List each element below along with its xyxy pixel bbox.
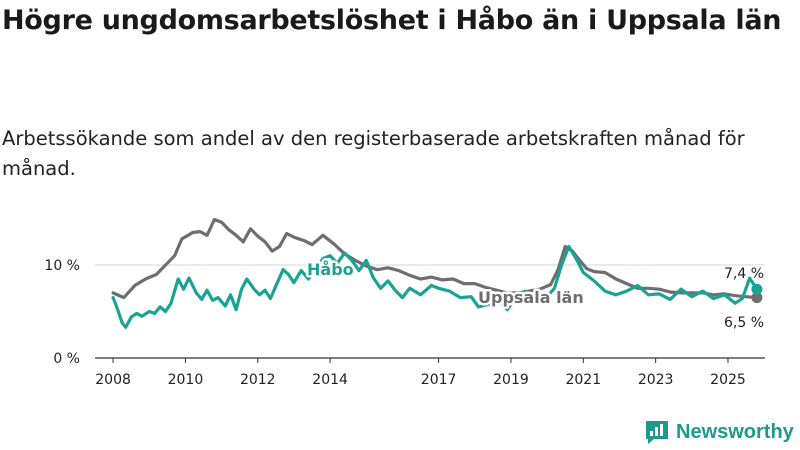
x-tick-label: 2019 (493, 372, 529, 388)
chart-subtitle: Arbetssökande som andel av den registerb… (2, 127, 745, 180)
axes: 0 % 10 % 2008 2010 2012 2014 2017 2019 2021 2023 2… (44, 258, 765, 388)
x-tick-label: 2014 (312, 372, 348, 388)
habo-end-value-label-halo: 7,4 % (724, 266, 764, 282)
x-tick-label: 2012 (240, 372, 276, 388)
series-lines (111, 217, 763, 329)
habo-series-label-halo: Håbo (307, 260, 354, 279)
uppsala-end-value-label-halo: 6,5 % (724, 315, 764, 331)
uppsala-series-label-halo: Uppsala län (478, 288, 584, 307)
x-tick-label: 2025 (710, 372, 746, 388)
series-end-dot-2 (751, 283, 763, 295)
brand-name: Newsworthy (676, 420, 794, 443)
bar-chart-logo-icon (646, 421, 668, 444)
series-line-2 (111, 244, 759, 329)
habo-end-value-label: 7,4 % (724, 266, 764, 282)
x-tick-label: 2008 (95, 372, 131, 388)
uppsala-end-value-label: 6,5 % (724, 315, 764, 331)
x-tick-label: 2017 (421, 372, 457, 388)
y-tick-label: 0 % (53, 351, 80, 367)
x-tick-label: 2021 (565, 372, 601, 388)
uppsala-series-label: Uppsala län (478, 288, 584, 307)
x-tick-label: 2010 (168, 372, 204, 388)
series-end-dot-1 (751, 292, 763, 304)
newsworthy-logo[interactable]: Newsworthy (644, 419, 794, 445)
x-tick-label: 2023 (638, 372, 674, 388)
chart-title: Högre ungdomsarbetslöshet i Håbo än i Up… (2, 5, 782, 36)
habo-series-label: Håbo (307, 260, 354, 279)
y-tick-label: 10 % (44, 258, 80, 274)
